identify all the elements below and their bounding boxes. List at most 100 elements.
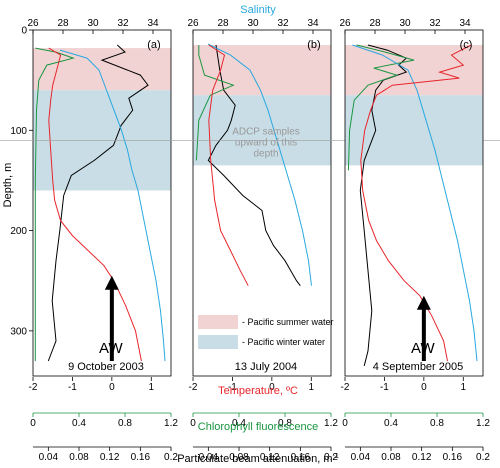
attenuation-tick-label: 0.12 — [260, 452, 280, 463]
attenuation-tick-label: 0.12 — [412, 452, 432, 463]
adcp-annotation-line: ADCP samples — [232, 126, 300, 137]
salinity-profile — [352, 44, 478, 362]
salinity-tick-label: 28 — [57, 18, 69, 29]
aw-arrow-label: AW — [411, 340, 435, 357]
salinity-tick-label: 30 — [87, 18, 99, 29]
salinity-tick-label: 30 — [399, 18, 411, 29]
salinity-tick-label: 26 — [187, 18, 199, 29]
chlorophyll-tick-label: 0.4 — [232, 418, 246, 429]
pacific-winter-water-band — [345, 95, 483, 166]
chlorophyll-tick-label: 0.8 — [118, 418, 132, 429]
depth-tick-label: 200 — [10, 226, 27, 237]
chlorophyll-tick-label: 0.8 — [278, 418, 292, 429]
attenuation-tick-label: 0.16 — [443, 452, 463, 463]
temperature-tick-label: 1 — [309, 382, 315, 393]
water-mass-legend: - Pacific summer water - Pacific winter w… — [198, 315, 334, 349]
depth-tick-label: 300 — [10, 326, 27, 337]
aw-arrow-label: AW — [99, 340, 123, 357]
chlorophyll-profile — [195, 45, 235, 161]
panel-1: 26 28 30 32 34 AW (a) 9 October 2003 -2 -1 0 1 0 0.4 0… — [27, 18, 178, 463]
panel-frame — [192, 29, 332, 377]
chlorophyll-tick-label: 0.4 — [384, 418, 398, 429]
chlorophyll-tick-label: 1.2 — [324, 418, 338, 429]
pacific-winter-water-band — [193, 95, 331, 166]
temperature-axis-title: Temperature, ºC — [218, 385, 298, 397]
attenuation-tick-label: 0.2 — [164, 452, 178, 463]
depth-tick-label: 0 — [21, 26, 27, 37]
attenuation-axis-title-main: Particulate beam attenuation, m — [177, 453, 332, 465]
temperature-tick-label: 0 — [421, 382, 427, 393]
depth-axis-title: Depth, m — [2, 163, 14, 208]
salinity-tick-label: 34 — [147, 18, 159, 29]
attenuation-tick-label: 0.16 — [291, 452, 311, 463]
chlorophyll-tick-label: 0 — [190, 418, 196, 429]
attenuation-tick-label: 0.12 — [100, 452, 120, 463]
attenuation-profile — [207, 44, 301, 287]
chlorophyll-tick-label: 0 — [342, 418, 348, 429]
salinity-tick-label: 28 — [369, 18, 381, 29]
temperature-tick-label: -2 — [189, 382, 198, 393]
adcp-annotation-line: depth — [253, 148, 278, 159]
temperature-tick-label: -1 — [228, 382, 237, 393]
attenuation-tick-label: 0.16 — [131, 452, 151, 463]
salinity-profile — [59, 49, 166, 362]
chlorophyll-profile — [34, 47, 76, 361]
salinity-tick-label: 32 — [117, 18, 129, 29]
temperature-tick-label: 1 — [461, 382, 467, 393]
legend-swatch — [198, 335, 238, 349]
attenuation-tick-label: 0.2 — [324, 452, 338, 463]
panel-tag: (c) — [460, 39, 473, 51]
salinity-tick-label: 28 — [217, 18, 229, 29]
salinity-axis-title: Salinity — [240, 4, 276, 16]
salinity-tick-label: 34 — [307, 18, 319, 29]
salinity-tick-label: 26 — [339, 18, 351, 29]
panel-frame — [344, 29, 484, 377]
pacific-summer-water-band — [345, 45, 483, 96]
temperature-tick-label: -2 — [29, 382, 38, 393]
chlorophyll-tick-label: 0.8 — [430, 418, 444, 429]
salinity-tick-label: 32 — [277, 18, 289, 29]
attenuation-tick-label: 0.08 — [69, 452, 89, 463]
attenuation-profile — [359, 44, 408, 367]
temperature-tick-label: 0 — [109, 382, 115, 393]
attenuation-tick-label: 0.2 — [476, 452, 490, 463]
chlorophyll-axis-title: Chlorophyll fluorescence — [198, 421, 318, 433]
temperature-tick-label: -2 — [341, 382, 350, 393]
legend-swatch — [198, 315, 238, 329]
depth-tick-label: 100 — [10, 126, 27, 137]
panel-date: 4 September 2005 — [373, 361, 464, 373]
aw-arrow-head — [416, 295, 431, 310]
chlorophyll-profile — [347, 44, 415, 171]
chlorophyll-tick-label: 0 — [30, 418, 36, 429]
adcp-annotation-line: upward of this — [235, 137, 297, 148]
aw-arrow-head — [104, 275, 119, 290]
panel-tag: (a) — [147, 39, 160, 51]
chlorophyll-tick-label: 1.2 — [476, 418, 490, 429]
attenuation-axis-title-exponent: -1 — [333, 453, 339, 460]
legend-entry-label: - Pacific summer water — [242, 317, 334, 327]
attenuation-axis-title: Particulate beam attenuation, m-1 — [177, 453, 339, 465]
attenuation-profile — [47, 44, 149, 362]
attenuation-tick-label: 0.08 — [381, 452, 401, 463]
pacific-summer-water-band — [33, 48, 171, 91]
panel-3: 26 28 30 32 34 AW (c) 4 September 2005 -2 -1 0 1 0 0.… — [339, 18, 490, 463]
pacific-summer-water-band — [193, 45, 331, 96]
temperature-tick-label: 0 — [269, 382, 275, 393]
chlorophyll-tick-label: 1.2 — [164, 418, 178, 429]
temperature-profile — [208, 44, 249, 286]
attenuation-tick-label: 0.04 — [351, 452, 371, 463]
panel-date: 9 October 2003 — [68, 361, 144, 373]
panel-frame — [32, 29, 172, 377]
chlorophyll-tick-label: 0.4 — [72, 418, 86, 429]
panel-date: 13 July 2004 — [235, 361, 297, 373]
salinity-tick-label: 32 — [429, 18, 441, 29]
temperature-profile — [360, 44, 472, 362]
attenuation-tick-label: 0.04 — [199, 452, 219, 463]
panel-tag: (b) — [307, 39, 320, 51]
salinity-tick-label: 30 — [247, 18, 259, 29]
temperature-tick-label: 1 — [149, 382, 155, 393]
legend-entry-label: - Pacific winter water — [242, 337, 325, 347]
salinity-tick-label: 26 — [27, 18, 39, 29]
